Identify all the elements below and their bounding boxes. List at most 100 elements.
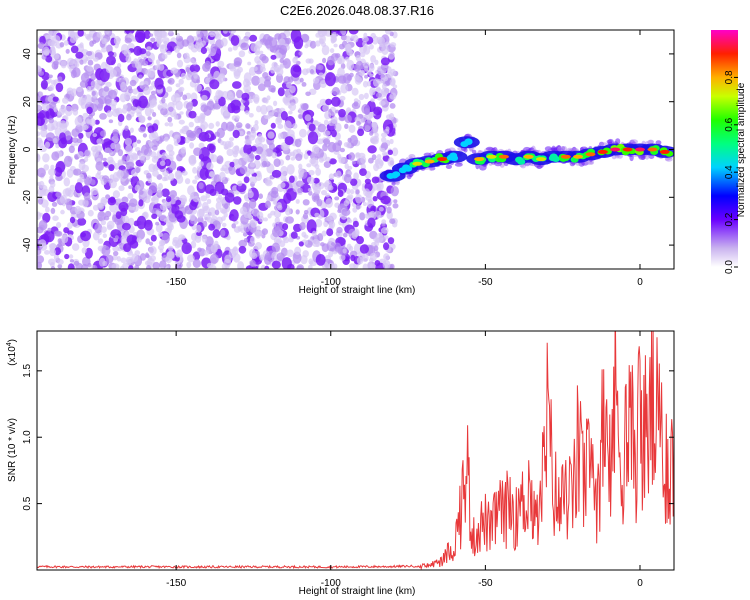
noise-dot — [239, 104, 246, 111]
noise-dot — [280, 173, 287, 182]
noise-dot — [135, 167, 141, 174]
noise-dot — [228, 30, 237, 34]
noise-dot — [218, 96, 226, 107]
noise-dot — [227, 102, 236, 114]
noise-dot — [339, 95, 346, 101]
noise-dot — [121, 196, 129, 204]
noise-dot — [206, 162, 214, 170]
noise-dot — [320, 242, 325, 247]
noise-dot — [338, 156, 346, 164]
noise-dot — [102, 157, 107, 162]
snr-exponent-close: ) — [7, 339, 18, 342]
noise-dot — [109, 203, 117, 213]
noise-dot — [339, 30, 346, 34]
y-tick-label: 20 — [22, 96, 33, 108]
noise-dot — [93, 57, 99, 62]
noise-dot — [175, 239, 183, 248]
track-peak — [498, 154, 509, 159]
noise-dot — [200, 104, 208, 113]
noise-dot — [44, 43, 49, 47]
noise-dot — [298, 114, 303, 119]
noise-dot — [363, 92, 369, 100]
noise-dot — [164, 122, 170, 127]
y-tick-label: 1.5 — [22, 363, 33, 377]
noise-dot — [276, 252, 285, 261]
noise-dot — [120, 265, 125, 269]
noise-dot — [217, 77, 222, 82]
noise-dot — [290, 156, 296, 161]
noise-dot — [374, 132, 379, 138]
noise-dot — [369, 73, 374, 78]
noise-dot — [202, 62, 211, 72]
noise-dot — [347, 137, 352, 143]
snr-exponent-base: (x104) — [6, 339, 18, 366]
noise-dot — [384, 30, 392, 35]
y-tick-label: 0.5 — [22, 496, 33, 510]
noise-dot — [274, 216, 280, 225]
noise-dot — [371, 35, 379, 45]
noise-dot — [37, 139, 44, 149]
noise-dot — [340, 83, 349, 94]
noise-dot — [250, 252, 258, 259]
track-halo-dot — [445, 164, 452, 169]
track-peak — [536, 157, 546, 162]
noise-dot — [37, 42, 45, 50]
noise-dot — [272, 226, 280, 238]
noise-dot — [298, 167, 305, 176]
noise-dot — [52, 137, 58, 144]
noise-dot — [245, 170, 251, 177]
noise-dot — [49, 175, 54, 180]
noise-dot — [271, 242, 280, 253]
noise-dot — [249, 153, 255, 159]
noise-dot — [230, 35, 240, 46]
noise-dot — [192, 179, 198, 185]
noise-dot — [334, 196, 340, 201]
snr-exponent-power: 4 — [6, 342, 13, 346]
noise-dot — [366, 80, 371, 87]
noise-dot — [176, 59, 184, 68]
noise-dot — [156, 211, 162, 216]
noise-dot — [206, 216, 213, 223]
noise-dot — [189, 201, 198, 211]
noise-dot — [285, 155, 291, 161]
track-halo-dot — [391, 181, 396, 186]
noise-dot — [165, 196, 172, 203]
noise-dot — [131, 253, 139, 262]
noise-dot — [322, 57, 327, 64]
track-peak — [622, 147, 633, 152]
noise-dot — [208, 223, 216, 231]
noise-dot — [366, 212, 373, 217]
noise-dot — [39, 50, 46, 56]
noise-dot — [219, 140, 225, 146]
noise-dot — [382, 151, 388, 157]
noise-dot — [151, 98, 157, 105]
noise-dot — [175, 199, 182, 206]
noise-dot — [345, 43, 351, 51]
noise-dot — [126, 113, 132, 121]
noise-dot — [369, 252, 377, 262]
noise-dot — [221, 209, 226, 214]
noise-dot — [311, 181, 319, 191]
track-peak — [424, 159, 435, 164]
noise-dot — [96, 31, 102, 38]
noise-dot — [97, 211, 106, 222]
noise-dot — [327, 185, 334, 191]
noise-dot — [348, 30, 359, 35]
noise-dot — [105, 30, 110, 34]
noise-dot — [276, 117, 282, 123]
noise-dot — [331, 129, 337, 138]
noise-dot — [167, 79, 172, 84]
noise-dot — [387, 237, 395, 245]
noise-dot — [147, 116, 152, 121]
noise-dot — [375, 210, 380, 216]
noise-dot — [375, 92, 382, 98]
noise-dot — [220, 37, 228, 47]
noise-dot — [272, 222, 277, 228]
noise-dot — [317, 123, 326, 133]
colorbar-ticks: 0.0 0.2 0.4 0.6 0.8 — [724, 70, 738, 274]
noise-dot — [138, 126, 146, 133]
noise-dot — [47, 191, 58, 203]
noise-dot — [334, 122, 342, 132]
noise-dot — [194, 125, 202, 135]
colorbar: 0.0 0.2 0.4 0.6 0.8 Normalized spectral ampl… — [711, 30, 747, 274]
